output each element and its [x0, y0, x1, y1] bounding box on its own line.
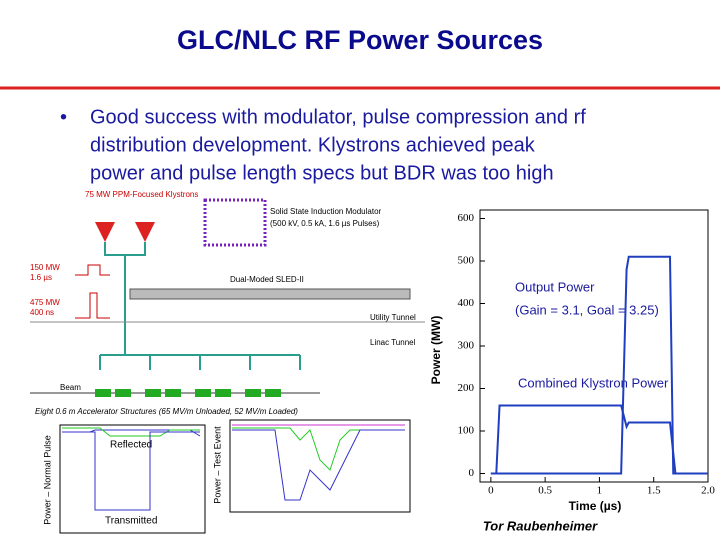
diagram-label: (500 kV, 0.5 kA, 1.6 µs Pulses) — [270, 219, 380, 228]
x-tick-label: 2.0 — [701, 485, 715, 497]
x-tick-label: 0 — [488, 485, 494, 497]
annotation: Output Power — [515, 279, 595, 294]
diagram-label: Dual-Moded SLED-II — [230, 275, 304, 284]
diagram-label: Utility Tunnel — [370, 313, 416, 322]
annotation: Combined Klystron Power — [518, 375, 669, 390]
y-tick-label: 300 — [458, 340, 475, 352]
diagram-label: Solid State Induction Modulator — [270, 207, 382, 216]
x-tick-label: 1.5 — [647, 485, 661, 497]
sled-line — [129, 288, 411, 300]
diagram-label: Linac Tunnel — [370, 338, 416, 347]
scope-trace — [232, 429, 405, 501]
author: Tor Raubenheimer — [483, 518, 598, 533]
x-tick-label: 0.5 — [538, 485, 552, 497]
bullet-line: distribution development. Klystrons achi… — [90, 134, 536, 156]
diagram-label: 1.6 µs — [30, 273, 52, 282]
diagram-label: Beam — [60, 383, 81, 392]
y-axis-label: Power (MW) — [429, 316, 443, 385]
diagram-label: 150 MW — [30, 263, 60, 272]
series-line — [490, 404, 708, 475]
waveguide — [104, 242, 146, 345]
diagram-label: Eight 0.6 m Accelerator Structures (65 M… — [35, 407, 298, 416]
scope-trace — [62, 427, 200, 437]
klystron — [135, 222, 155, 242]
scope-axis-label: Power – Test Event — [212, 426, 222, 504]
klystron — [95, 222, 115, 242]
accelerator-structures — [95, 389, 281, 397]
scope-label: Reflected — [110, 440, 152, 451]
pulse-shape — [75, 292, 110, 319]
modulator — [203, 198, 267, 247]
scope-trace — [62, 431, 200, 511]
x-tick-label: 1 — [597, 485, 603, 497]
scope-axis-label: Power – Normal Pulse — [42, 435, 52, 525]
diagram-label: 75 MW PPM-Focused Klystrons — [85, 190, 198, 199]
scope-label: Transmitted — [105, 516, 157, 527]
scope-plot — [59, 424, 206, 534]
y-tick-label: 200 — [458, 382, 475, 394]
rf-diagram: 75 MW PPM-Focused Klystrons Solid State … — [30, 190, 425, 534]
slide-title: GLC/NLC RF Power Sources — [177, 25, 543, 55]
waveguide — [99, 345, 301, 370]
diagram-label: 475 MW — [30, 298, 60, 307]
x-axis-label: Time (µs) — [569, 499, 622, 513]
y-tick-label: 500 — [458, 255, 475, 267]
bullet-line: Good success with modulator, pulse compr… — [90, 106, 586, 128]
annotation: (Gain = 3.1, Goal = 3.25) — [515, 302, 659, 317]
pulse-shape — [75, 264, 110, 276]
y-tick-label: 600 — [458, 212, 475, 224]
y-tick-label: 100 — [458, 425, 475, 437]
scope-plot — [229, 419, 411, 513]
scope-trace — [232, 427, 405, 471]
series-line — [490, 255, 708, 475]
diagram-label: 400 ns — [30, 308, 54, 317]
bullet-line: power and pulse length specs but BDR was… — [90, 162, 554, 184]
y-tick-label: 0 — [469, 467, 475, 479]
plot-frame — [479, 209, 709, 483]
bullet-dot: • — [60, 106, 67, 128]
y-tick-label: 400 — [458, 297, 475, 309]
